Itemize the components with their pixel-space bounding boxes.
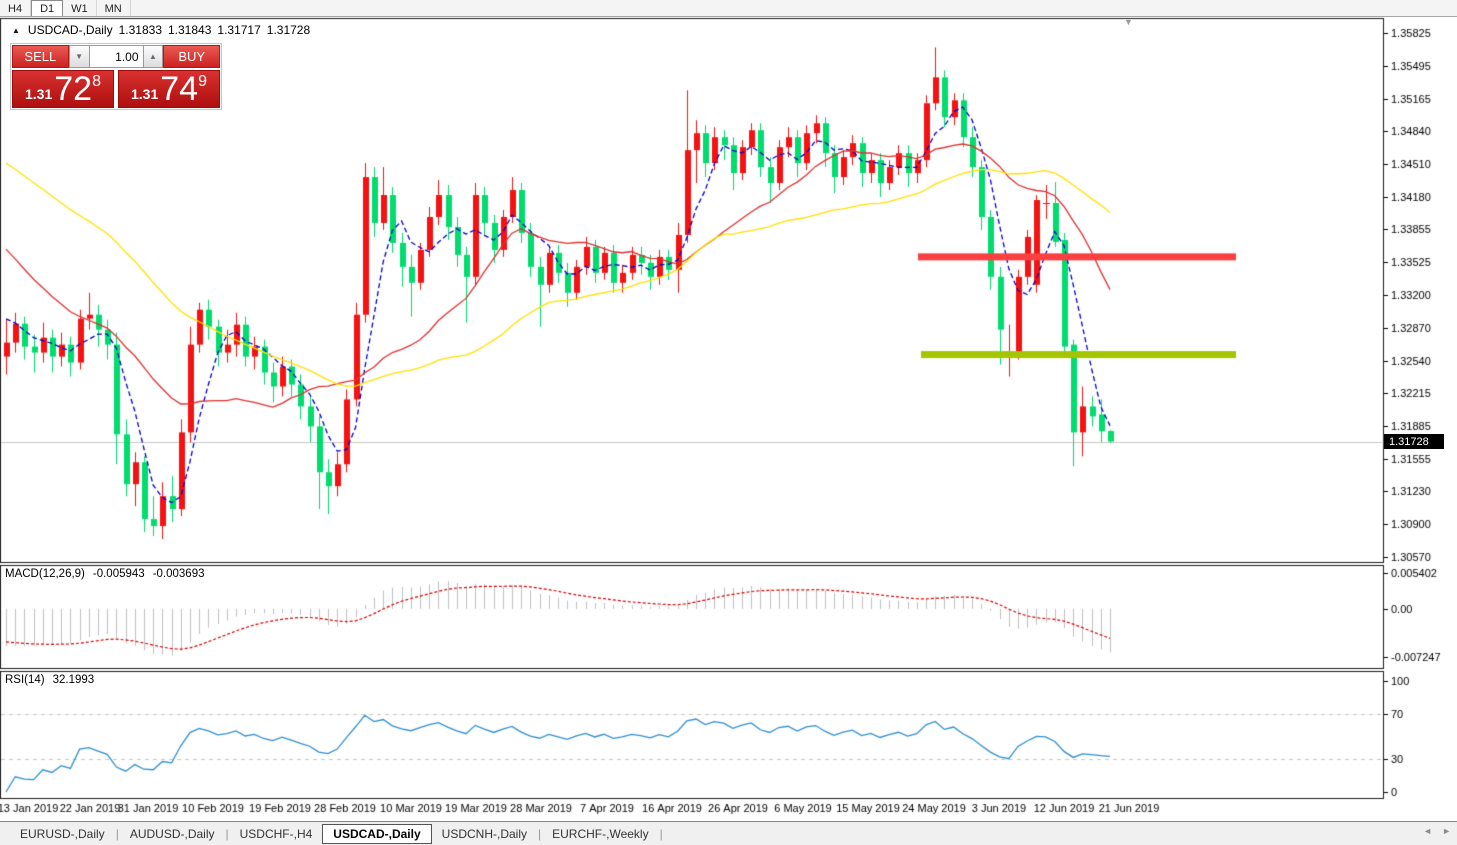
buy-price-prefix: 1.31 [131,86,159,102]
timeframe-h4-button[interactable]: H4 [0,0,32,16]
buy-price-display[interactable]: 1.31 74 9 [118,70,220,108]
chart-header: ▲ USDCAD-,Daily 1.31833 1.31843 1.31717 … [12,23,310,37]
sell-price-big: 72 [54,70,93,108]
tab-usdcnh-daily[interactable]: USDCNH-,Daily [441,826,527,841]
tab-eurusd-daily[interactable]: EURUSD-,Daily [20,826,105,841]
tab-separator: | [225,826,229,841]
tab-eurchf-weekly[interactable]: EURCHF-,Weekly [552,826,649,841]
scroll-anchor-marker[interactable]: ▼ [1124,17,1133,27]
sell-price-display[interactable]: 1.31 72 8 [12,70,114,108]
tab-scroll-left-icon[interactable]: ◄ [1423,826,1433,836]
volume-input[interactable] [89,45,143,68]
sell-price-prefix: 1.31 [25,86,53,102]
rsi-name: RSI(14) [5,674,45,686]
tab-separator: | [538,826,542,841]
ohlc-open: 1.31833 [118,23,162,37]
volume-decrease-button[interactable]: ▼ [68,45,90,68]
macd-main-value: -0.005943 [92,568,145,580]
triangle-up-icon: ▲ [148,52,157,61]
sell-price-sup: 8 [92,73,101,90]
buy-price-sup: 9 [198,73,207,90]
tab-usdcad-daily[interactable]: USDCAD-,Daily [322,823,432,844]
ohlc-low: 1.31717 [217,23,261,37]
rsi-pane-label: RSI(14) 32.1993 [5,674,94,686]
tab-separator: | [115,826,119,841]
buy-button[interactable]: BUY [163,45,220,68]
buy-price-big: 74 [160,70,199,108]
timeframe-d1-button[interactable]: D1 [31,0,64,16]
ohlc-close: 1.31728 [266,23,311,37]
volume-increase-button[interactable]: ▲ [142,45,164,68]
timeframe-w1-button[interactable]: W1 [63,0,97,16]
timeframe-toolbar: H4 D1 W1 MN [0,0,1457,17]
tab-separator: | [659,826,663,841]
ohlc-high: 1.31843 [168,23,212,37]
triangle-down-icon: ▼ [75,52,84,61]
tab-audusd-daily[interactable]: AUDUSD-,Daily [129,826,215,841]
one-click-trade-panel: SELL ▼ ▲ BUY 1.31 72 8 1.31 74 9 [10,43,222,110]
tab-scroll-right-icon[interactable]: ► [1442,826,1451,836]
current-price-tag: 1.31728 [1384,434,1444,449]
chart-tab-bar: EURUSD-,Daily | AUDUSD-,Daily | USDCHF-,… [0,821,1457,845]
collapse-triangle-icon[interactable]: ▲ [12,25,20,35]
tab-usdchf-h4[interactable]: USDCHF-,H4 [239,826,313,841]
macd-name: MACD(12,26,9) [5,568,85,580]
macd-pane-label: MACD(12,26,9) -0.005943 -0.003693 [5,568,204,580]
sell-button[interactable]: SELL [12,45,69,68]
symbol-period-label: USDCAD-,Daily [27,23,113,37]
rsi-value: 32.1993 [52,674,95,686]
timeframe-mn-button[interactable]: MN [97,0,131,16]
macd-signal-value: -0.003693 [152,568,205,580]
tab-scroller: ◄ ► [1423,826,1451,836]
